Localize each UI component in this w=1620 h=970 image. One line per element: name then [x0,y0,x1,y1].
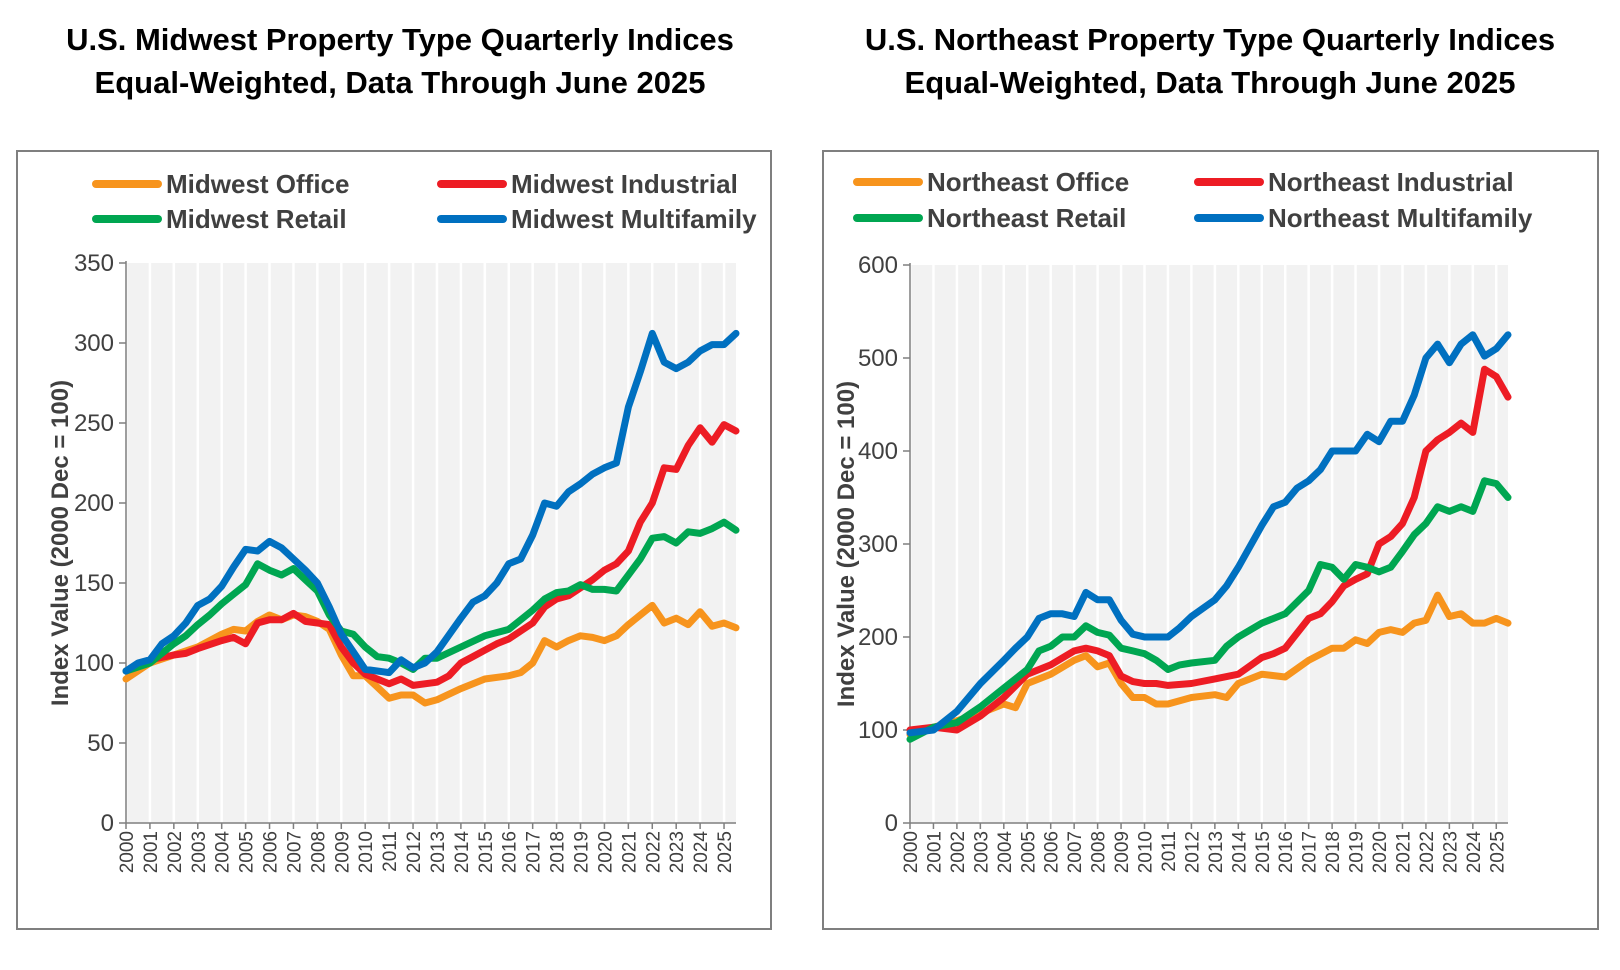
series-line-midwest-retail [122,518,740,675]
series-line-northeast-industrial [906,365,1512,734]
x-tick-label: 2014 [452,831,473,874]
x-tick-label: 2007 [1065,831,1086,873]
x-tick-label: 2005 [1018,831,1039,873]
x-tick-label: 2022 [1417,831,1438,873]
chart-subtitle-line: Equal-Weighted, Data Through June 2025 [904,65,1516,100]
x-tick-label: 2010 [1136,831,1157,873]
x-tick-label: 2015 [476,831,497,873]
legend-label-midwest-retail: Midwest Retail [166,204,347,234]
x-tick-label: 2014 [1229,831,1250,874]
y-tick-label: 350 [74,250,114,277]
x-tick-label: 2005 [237,831,258,873]
y-tick-label: 400 [858,438,898,465]
chart-title-northeast: U.S. Northeast Property Type Quarterly I… [810,18,1610,104]
legend-label-northeast-industrial: Northeast Industrial [1268,167,1514,197]
legend-label-midwest-multifamily: Midwest Multifamily [511,204,757,234]
x-tick-label: 2009 [332,831,353,873]
x-tick-label: 2012 [404,831,425,873]
x-tick-label: 2023 [667,831,688,873]
x-tick-label: 2025 [715,831,736,873]
y-tick-label: 100 [858,717,898,744]
x-tick-label: 2020 [1370,831,1391,873]
x-tick-label: 2021 [619,831,640,873]
x-tick-label: 2004 [995,831,1016,874]
plot-area [910,265,1508,823]
x-tick-label: 2007 [284,831,305,873]
x-tick-label: 2006 [261,831,282,873]
series-line-northeast-office [906,591,1512,739]
x-tick-label: 2000 [901,831,922,873]
x-tick-label: 2016 [500,831,521,873]
x-tick-label: 2024 [691,831,712,874]
x-tick-label: 2001 [924,831,945,873]
x-tick-label: 2022 [643,831,664,873]
y-tick-label: 200 [74,490,114,517]
y-tick-label: 300 [74,330,114,357]
y-axis-title: Index Value (2000 Dec = 100) [47,380,74,706]
y-tick-label: 50 [87,730,114,757]
x-tick-label: 2012 [1182,831,1203,873]
series-line-northeast-multifamily [906,331,1512,737]
y-tick-label: 0 [885,810,898,837]
x-tick-label: 2004 [213,831,234,874]
y-tick-label: 0 [101,810,114,837]
legend-label-northeast-retail: Northeast Retail [927,203,1126,233]
x-tick-label: 2009 [1112,831,1133,873]
y-tick-label: 300 [858,531,898,558]
series-line-northeast-retail [906,477,1512,743]
chart-title-line: U.S. Midwest Property Type Quarterly Ind… [66,22,734,57]
x-tick-label: 2008 [308,831,329,873]
y-axis-title: Index Value (2000 Dec = 100) [833,381,860,707]
y-tick-label: 250 [74,410,114,437]
x-tick-label: 2010 [356,831,377,873]
x-tick-label: 2000 [117,831,138,873]
x-tick-label: 2001 [141,831,162,873]
x-tick-label: 2003 [189,831,210,873]
chart-subtitle-line: Equal-Weighted, Data Through June 2025 [94,65,706,100]
x-tick-label: 2011 [380,831,401,872]
series-line-midwest-industrial [122,421,740,689]
x-tick-label: 2019 [572,831,593,873]
legend-label-northeast-multifamily: Northeast Multifamily [1268,203,1533,233]
x-tick-label: 2013 [428,831,449,873]
y-tick-label: 200 [858,624,898,651]
x-tick-label: 2025 [1487,831,1508,873]
chart-title-midwest: U.S. Midwest Property Type Quarterly Ind… [0,18,800,104]
x-tick-label: 2020 [595,831,616,873]
x-tick-label: 2017 [1300,831,1321,873]
x-tick-label: 2015 [1253,831,1274,873]
x-tick-label: 2021 [1393,831,1414,873]
x-tick-label: 2023 [1440,831,1461,873]
x-tick-label: 2013 [1206,831,1227,873]
x-tick-label: 2002 [948,831,969,873]
y-tick-label: 150 [74,570,114,597]
y-tick-label: 600 [858,252,898,279]
x-tick-label: 2018 [1323,831,1344,873]
x-tick-label: 2003 [971,831,992,873]
legend: Midwest Office Midwest Industrial Midwest … [92,169,757,234]
legend-label-midwest-office: Midwest Office [166,169,349,199]
x-tick-label: 2016 [1276,831,1297,873]
gridlines [908,265,1498,823]
legend: Northeast Office Northeast Industrial Nort… [853,167,1533,233]
x-tick-label: 2024 [1464,831,1485,874]
x-tick-label: 2018 [548,831,569,873]
legend-label-northeast-office: Northeast Office [927,167,1129,197]
y-tick-label: 100 [74,650,114,677]
chart-title-line: U.S. Northeast Property Type Quarterly I… [864,22,1556,57]
x-tick-label: 2008 [1089,831,1110,873]
x-tick-label: 2006 [1042,831,1063,873]
legend-label-midwest-industrial: Midwest Industrial [511,169,738,199]
x-tick-label: 2002 [165,831,186,873]
x-tick-label: 2011 [1159,831,1180,872]
y-tick-label: 500 [858,345,898,372]
series-line-midwest-multifamily [122,329,740,677]
x-tick-label: 2019 [1347,831,1368,873]
x-tick-label: 2017 [524,831,545,873]
